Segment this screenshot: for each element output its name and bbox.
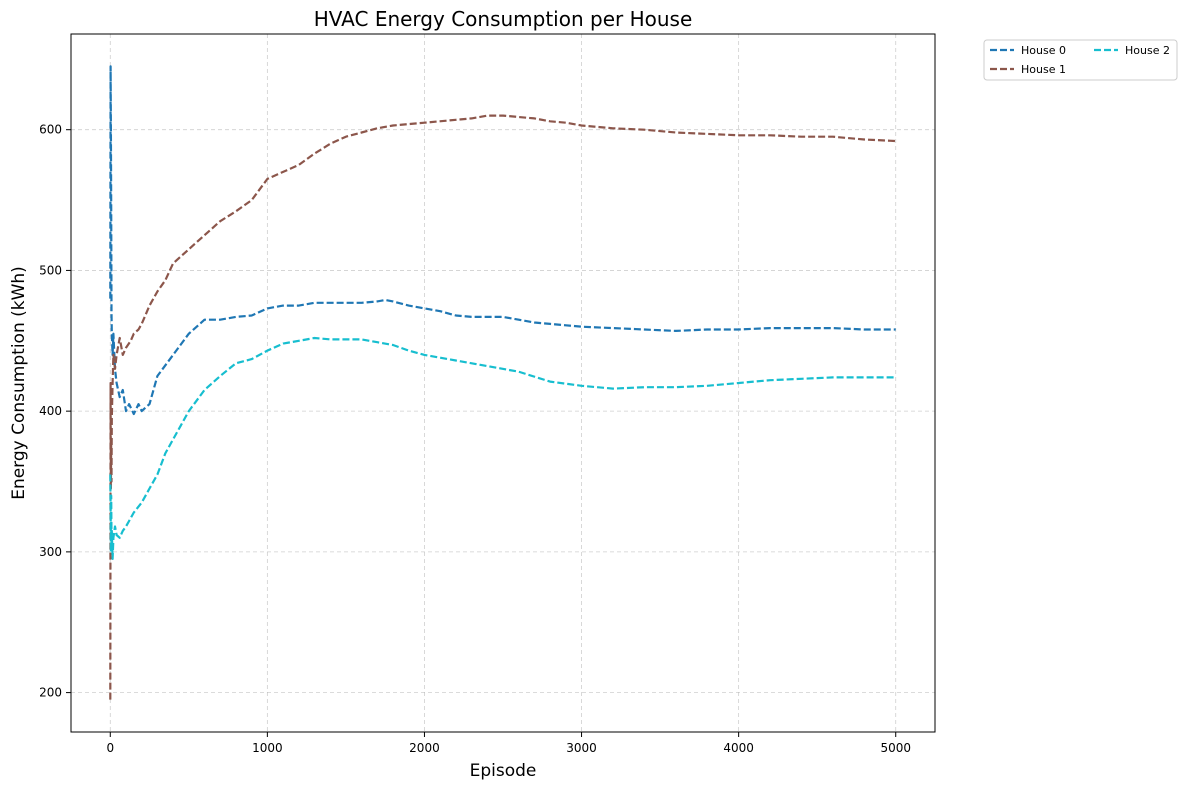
- x-tick-label: 3000: [566, 741, 597, 755]
- x-tick-label: 5000: [880, 741, 911, 755]
- tick-layer: 0 1000 2000 3000 4000 5000 200 300 400 500 600: [39, 123, 911, 755]
- legend-label: House 2: [1125, 44, 1170, 57]
- plot-frame: [70, 33, 936, 733]
- x-tick-label: 4000: [723, 741, 754, 755]
- y-tick-label: 400: [39, 404, 62, 418]
- x-tick-label: 2000: [409, 741, 440, 755]
- series-layer: [109, 65, 896, 700]
- x-axis-label: Episode: [470, 761, 537, 781]
- x-tick-label: 0: [106, 741, 114, 755]
- y-tick-label: 600: [39, 123, 62, 137]
- y-tick-label: 300: [39, 545, 62, 559]
- legend: House 0 House 1 House 2: [983, 39, 1178, 81]
- y-tick-label: 500: [39, 263, 62, 277]
- x-tick-label: 1000: [252, 741, 283, 755]
- series-line-house-2: [109, 336, 896, 560]
- legend-label: House 0: [1021, 44, 1066, 57]
- grid-layer: [71, 34, 935, 732]
- y-tick-label: 200: [39, 686, 62, 700]
- series-line-house-0: [109, 65, 896, 416]
- legend-label: House 1: [1021, 63, 1066, 76]
- series-line-house-1: [109, 114, 896, 700]
- y-axis-label: Energy Consumption (kWh): [9, 266, 29, 500]
- legend-frame: [983, 39, 1178, 81]
- chart-title: HVAC Energy Consumption per House: [314, 7, 693, 31]
